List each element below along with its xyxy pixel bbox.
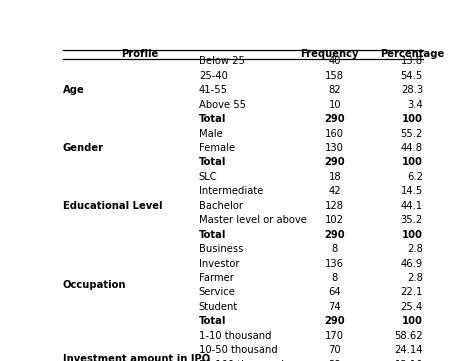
Text: Educational Level: Educational Level — [63, 201, 163, 211]
Text: 55.2: 55.2 — [401, 129, 423, 139]
Text: 8: 8 — [332, 244, 338, 254]
Text: 14.5: 14.5 — [401, 186, 423, 196]
Text: Intermediate: Intermediate — [199, 186, 263, 196]
Text: 10: 10 — [328, 100, 341, 110]
Text: 18: 18 — [328, 172, 341, 182]
Text: 70: 70 — [328, 345, 341, 355]
Text: 100: 100 — [402, 157, 423, 168]
Text: 158: 158 — [325, 71, 344, 81]
Text: Student: Student — [199, 302, 238, 312]
Text: Master level or above: Master level or above — [199, 215, 307, 225]
Text: Bachelor: Bachelor — [199, 201, 243, 211]
Text: 28.3: 28.3 — [401, 85, 423, 95]
Text: Age: Age — [63, 85, 85, 95]
Text: Farmer: Farmer — [199, 273, 234, 283]
Text: 50-100 thousand: 50-100 thousand — [199, 360, 284, 361]
Text: 2.8: 2.8 — [407, 273, 423, 283]
Text: Frequency: Frequency — [300, 49, 358, 60]
Text: Total: Total — [199, 230, 226, 240]
Text: 44.8: 44.8 — [401, 143, 423, 153]
Text: 44.1: 44.1 — [401, 201, 423, 211]
Text: 25.4: 25.4 — [401, 302, 423, 312]
Text: Profile: Profile — [121, 49, 159, 60]
Text: 24.14: 24.14 — [394, 345, 423, 355]
Text: Total: Total — [199, 316, 226, 326]
Text: 64: 64 — [328, 287, 341, 297]
Text: Total: Total — [199, 114, 226, 124]
Text: 290: 290 — [324, 114, 345, 124]
Text: 136: 136 — [325, 258, 344, 269]
Text: 42: 42 — [328, 186, 341, 196]
Text: 58.62: 58.62 — [394, 331, 423, 341]
Text: 46.9: 46.9 — [401, 258, 423, 269]
Text: Business: Business — [199, 244, 243, 254]
Text: SLC: SLC — [199, 172, 218, 182]
Text: Gender: Gender — [63, 143, 104, 153]
Text: 102: 102 — [325, 215, 344, 225]
Text: Female: Female — [199, 143, 235, 153]
Text: Below 25: Below 25 — [199, 56, 245, 66]
Text: 130: 130 — [325, 143, 344, 153]
Text: 128: 128 — [325, 201, 344, 211]
Text: Occupation: Occupation — [63, 280, 127, 290]
Text: 160: 160 — [325, 129, 344, 139]
Text: 35.2: 35.2 — [401, 215, 423, 225]
Text: 25-40: 25-40 — [199, 71, 228, 81]
Text: 41-55: 41-55 — [199, 85, 228, 95]
Text: 74: 74 — [328, 302, 341, 312]
Text: Investment amount in IPO
(currency here): Investment amount in IPO (currency here) — [63, 354, 210, 361]
Text: Percentage: Percentage — [380, 49, 444, 60]
Text: 38: 38 — [328, 360, 341, 361]
Text: 13.8: 13.8 — [401, 56, 423, 66]
Text: 1-10 thousand: 1-10 thousand — [199, 331, 271, 341]
Text: 8: 8 — [332, 273, 338, 283]
Text: 6.2: 6.2 — [407, 172, 423, 182]
Text: 100: 100 — [402, 230, 423, 240]
Text: 10-50 thousand: 10-50 thousand — [199, 345, 278, 355]
Text: 100: 100 — [402, 316, 423, 326]
Text: 40: 40 — [328, 56, 341, 66]
Text: Above 55: Above 55 — [199, 100, 246, 110]
Text: 54.5: 54.5 — [401, 71, 423, 81]
Text: 2.8: 2.8 — [407, 244, 423, 254]
Text: 3.4: 3.4 — [407, 100, 423, 110]
Text: Investor: Investor — [199, 258, 239, 269]
Text: 290: 290 — [324, 230, 345, 240]
Text: 22.1: 22.1 — [401, 287, 423, 297]
Text: Total: Total — [199, 157, 226, 168]
Text: Male: Male — [199, 129, 223, 139]
Text: 100: 100 — [402, 114, 423, 124]
Text: 170: 170 — [325, 331, 344, 341]
Text: 82: 82 — [328, 85, 341, 95]
Text: 290: 290 — [324, 316, 345, 326]
Text: Service: Service — [199, 287, 236, 297]
Text: 13.10: 13.10 — [394, 360, 423, 361]
Text: 290: 290 — [324, 157, 345, 168]
